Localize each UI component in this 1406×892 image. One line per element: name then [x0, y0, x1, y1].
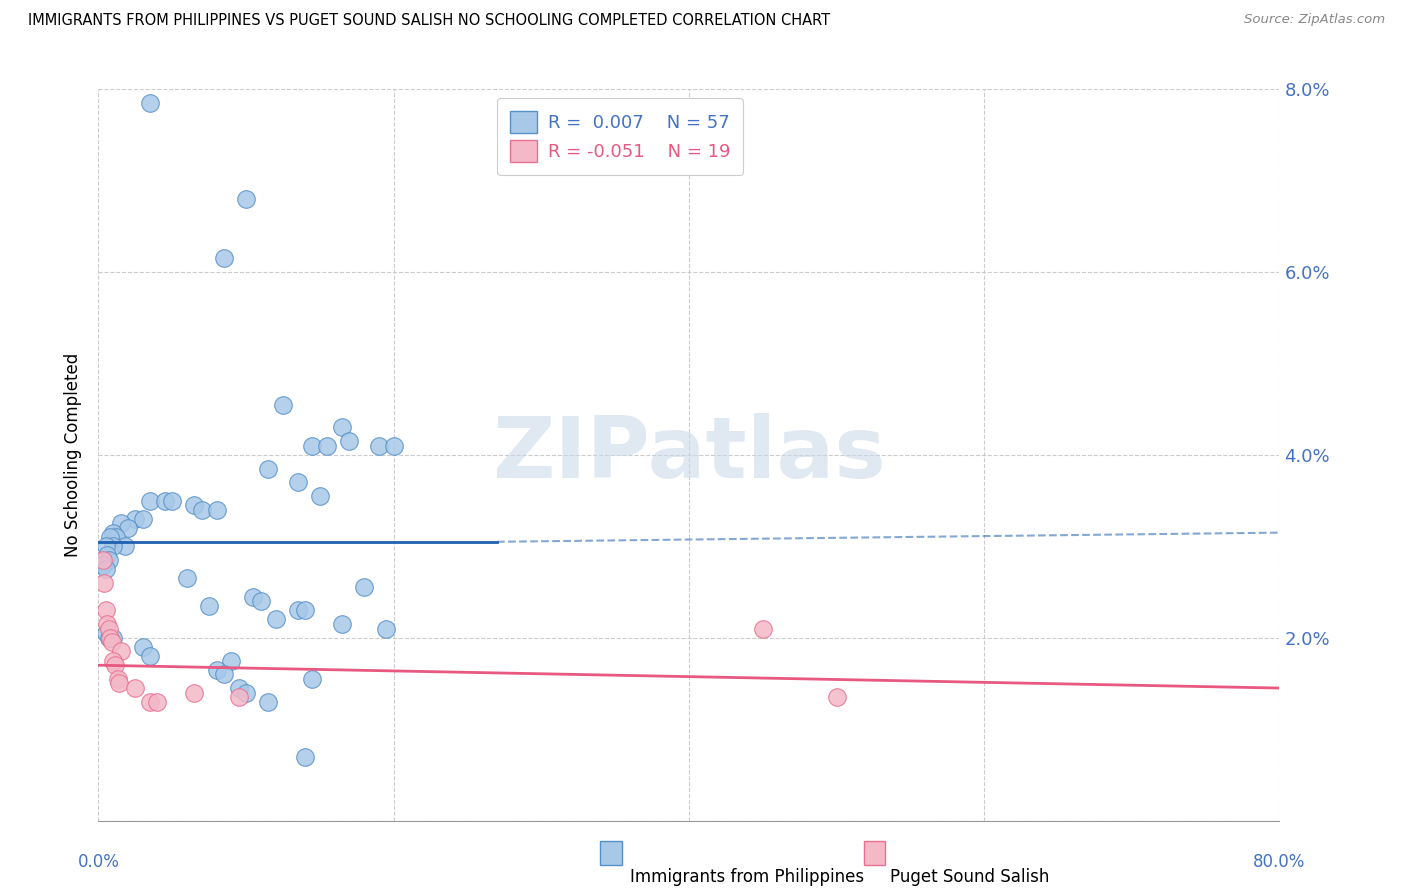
Point: [97, 553, 120, 567]
Point: [294, 749, 316, 764]
Point: [110, 644, 132, 658]
Point: [825, 690, 848, 705]
Point: [228, 681, 250, 695]
Text: Source: ZipAtlas.com: Source: ZipAtlas.com: [1244, 13, 1385, 27]
Point: [257, 461, 280, 475]
Point: [294, 603, 316, 617]
Point: [124, 681, 146, 695]
Point: [309, 489, 332, 503]
Point: [339, 434, 360, 449]
Point: [94, 603, 117, 617]
Y-axis label: No Schooling Completed: No Schooling Completed: [65, 353, 83, 557]
Point: [91, 553, 114, 567]
FancyBboxPatch shape: [600, 841, 621, 864]
Point: [382, 439, 405, 453]
Point: [96, 617, 118, 632]
Point: [94, 626, 117, 640]
Point: [153, 493, 176, 508]
Point: [212, 667, 235, 681]
Point: [103, 539, 125, 553]
Text: Puget Sound Salish: Puget Sound Salish: [890, 868, 1049, 886]
Point: [93, 576, 115, 591]
Point: [198, 599, 221, 613]
Point: [250, 594, 273, 608]
Point: [107, 672, 129, 686]
Point: [264, 613, 287, 627]
Point: [108, 676, 131, 690]
Text: IMMIGRANTS FROM PHILIPPINES VS PUGET SOUND SALISH NO SCHOOLING COMPLETED CORRELA: IMMIGRANTS FROM PHILIPPINES VS PUGET SOU…: [28, 13, 831, 29]
Text: 0.0%: 0.0%: [77, 853, 120, 871]
Legend: R =  0.007    N = 57, R = -0.051    N = 19: R = 0.007 N = 57, R = -0.051 N = 19: [498, 98, 742, 175]
Point: [287, 475, 309, 490]
Point: [98, 530, 121, 544]
Point: [124, 512, 146, 526]
Point: [139, 649, 162, 664]
Text: Immigrants from Philippines: Immigrants from Philippines: [630, 868, 865, 886]
Point: [139, 493, 162, 508]
Point: [132, 512, 155, 526]
Point: [257, 695, 280, 709]
Text: 80.0%: 80.0%: [1253, 853, 1306, 871]
Point: [139, 95, 162, 110]
Point: [191, 503, 214, 517]
Point: [97, 631, 120, 645]
Point: [751, 622, 773, 636]
Point: [235, 192, 257, 206]
Point: [117, 521, 139, 535]
Point: [100, 635, 122, 649]
Point: [105, 530, 128, 544]
Point: [242, 590, 264, 604]
Point: [98, 631, 121, 645]
Point: [368, 439, 391, 453]
Point: [103, 654, 125, 668]
Point: [212, 252, 235, 266]
Point: [132, 640, 155, 654]
Point: [221, 654, 243, 668]
Point: [139, 695, 162, 709]
Point: [205, 663, 228, 677]
Point: [183, 686, 205, 700]
Point: [287, 603, 309, 617]
Point: [271, 398, 294, 412]
Point: [330, 420, 353, 434]
Point: [104, 658, 127, 673]
Point: [97, 622, 120, 636]
Point: [235, 686, 257, 700]
Text: ZIPatlas: ZIPatlas: [492, 413, 886, 497]
Point: [146, 695, 169, 709]
Point: [91, 558, 114, 572]
Point: [316, 439, 339, 453]
Point: [94, 562, 117, 576]
Point: [162, 493, 183, 508]
Point: [353, 581, 375, 595]
Point: [330, 617, 353, 632]
Point: [301, 439, 323, 453]
Point: [176, 571, 198, 585]
Point: [94, 539, 117, 553]
Point: [183, 498, 205, 512]
Point: [205, 503, 228, 517]
Point: [110, 516, 132, 531]
Point: [228, 690, 250, 705]
Point: [103, 631, 125, 645]
Point: [301, 672, 323, 686]
Point: [103, 525, 125, 540]
Point: [96, 549, 118, 563]
Point: [114, 539, 136, 553]
Point: [375, 622, 398, 636]
FancyBboxPatch shape: [863, 841, 884, 864]
